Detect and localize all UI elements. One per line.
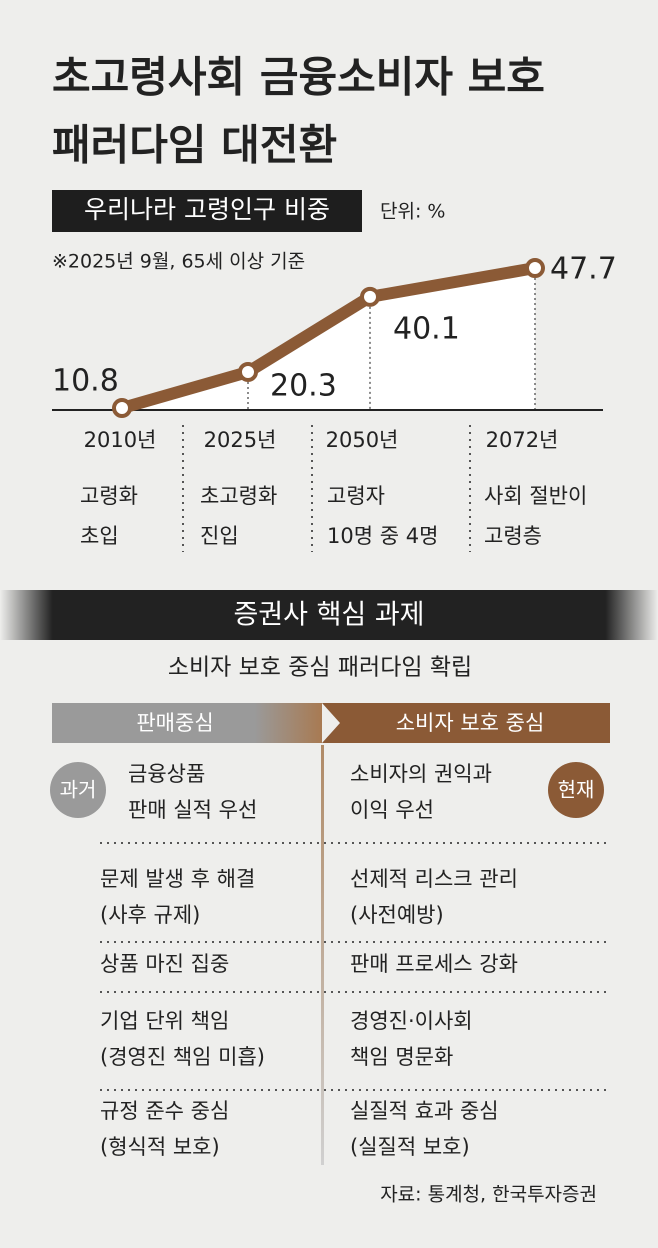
point (360, 286, 380, 307)
category-description: 고령화 (80, 484, 138, 508)
value-label: 10.8 (52, 364, 119, 399)
value-label: 20.3 (270, 369, 337, 404)
x-tick-label: 2025년 (204, 428, 277, 452)
category-description: 초고령화 (200, 484, 277, 508)
source: 자료: 통계청, 한국투자증권 (380, 1184, 597, 1206)
right-item: 선제적 리스크 관리 (350, 867, 518, 891)
x-tick-label: 2010년 (84, 428, 157, 452)
point (525, 258, 545, 279)
unit: 단위: % (380, 201, 445, 223)
left-item: 규정 준수 중심 (100, 1099, 229, 1123)
left-item: (형식적 보호) (100, 1135, 220, 1159)
x-tick-label: 2072년 (486, 428, 559, 452)
value-label: 47.7 (550, 252, 617, 287)
left-item: 판매 실적 우선 (128, 798, 257, 822)
left-item: 문제 발생 후 해결 (100, 867, 255, 891)
right-item: 소비자의 권익과 (350, 762, 492, 786)
right-item: 이익 우선 (350, 798, 434, 822)
present-badge-label: 현재 (558, 778, 595, 802)
point (238, 361, 258, 382)
right-item: 경영진·이사회 (350, 1009, 473, 1033)
value-label: 40.1 (393, 312, 460, 347)
right-header: 소비자 보호 중심 (396, 711, 545, 735)
point (112, 398, 132, 419)
category-description: 고령층 (484, 524, 542, 548)
past-badge (50, 762, 106, 818)
category-description: 고령자 (327, 484, 385, 508)
right-header-arrow (322, 703, 610, 743)
x-tick-label: 2050년 (326, 428, 399, 452)
page-title: 초고령사회 금융소비자 보호 (52, 53, 545, 102)
left-item: (사후 규제) (100, 903, 200, 927)
chart-title: 우리나라 고령인구 비중 (84, 195, 330, 224)
chart-title-box (52, 190, 362, 232)
left-item: (경영진 책임 미흡) (100, 1045, 265, 1069)
line (120, 262, 537, 414)
section-subtitle: 소비자 보호 중심 패러다임 확립 (168, 655, 472, 681)
present-badge (548, 762, 604, 818)
right-item: 실질적 효과 중심 (350, 1099, 499, 1123)
past-badge-label: 과거 (60, 778, 97, 802)
right-item: 책임 명문화 (350, 1045, 453, 1069)
divider (321, 745, 324, 1165)
note: ※2025년 9월, 65세 이상 기준 (52, 251, 305, 273)
right-item: (실질적 보호) (350, 1135, 470, 1159)
right-item: (사전예방) (350, 903, 444, 927)
category-description: 진입 (200, 524, 239, 548)
right-item: 판매 프로세스 강화 (350, 952, 518, 976)
left-header: 판매중심 (136, 711, 213, 735)
left-item: 금융상품 (128, 762, 205, 786)
section-title: 증권사 핵심 과제 (233, 600, 424, 631)
left-header-bar (52, 703, 322, 743)
category-description: 초입 (80, 524, 119, 548)
left-item: 상품 마진 집중 (100, 952, 229, 976)
area (122, 268, 535, 410)
left-item: 기업 단위 책임 (100, 1009, 229, 1033)
section-band (0, 590, 658, 640)
category-description: 10명 중 4명 (327, 524, 438, 548)
page-title: 패러다임 대전환 (52, 121, 337, 170)
category-description: 사회 절반이 (484, 484, 587, 508)
